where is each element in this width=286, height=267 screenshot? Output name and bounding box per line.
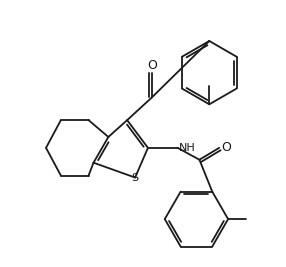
- Text: S: S: [132, 172, 139, 183]
- Text: NH: NH: [179, 143, 195, 153]
- Text: O: O: [147, 59, 157, 72]
- Text: O: O: [221, 141, 231, 154]
